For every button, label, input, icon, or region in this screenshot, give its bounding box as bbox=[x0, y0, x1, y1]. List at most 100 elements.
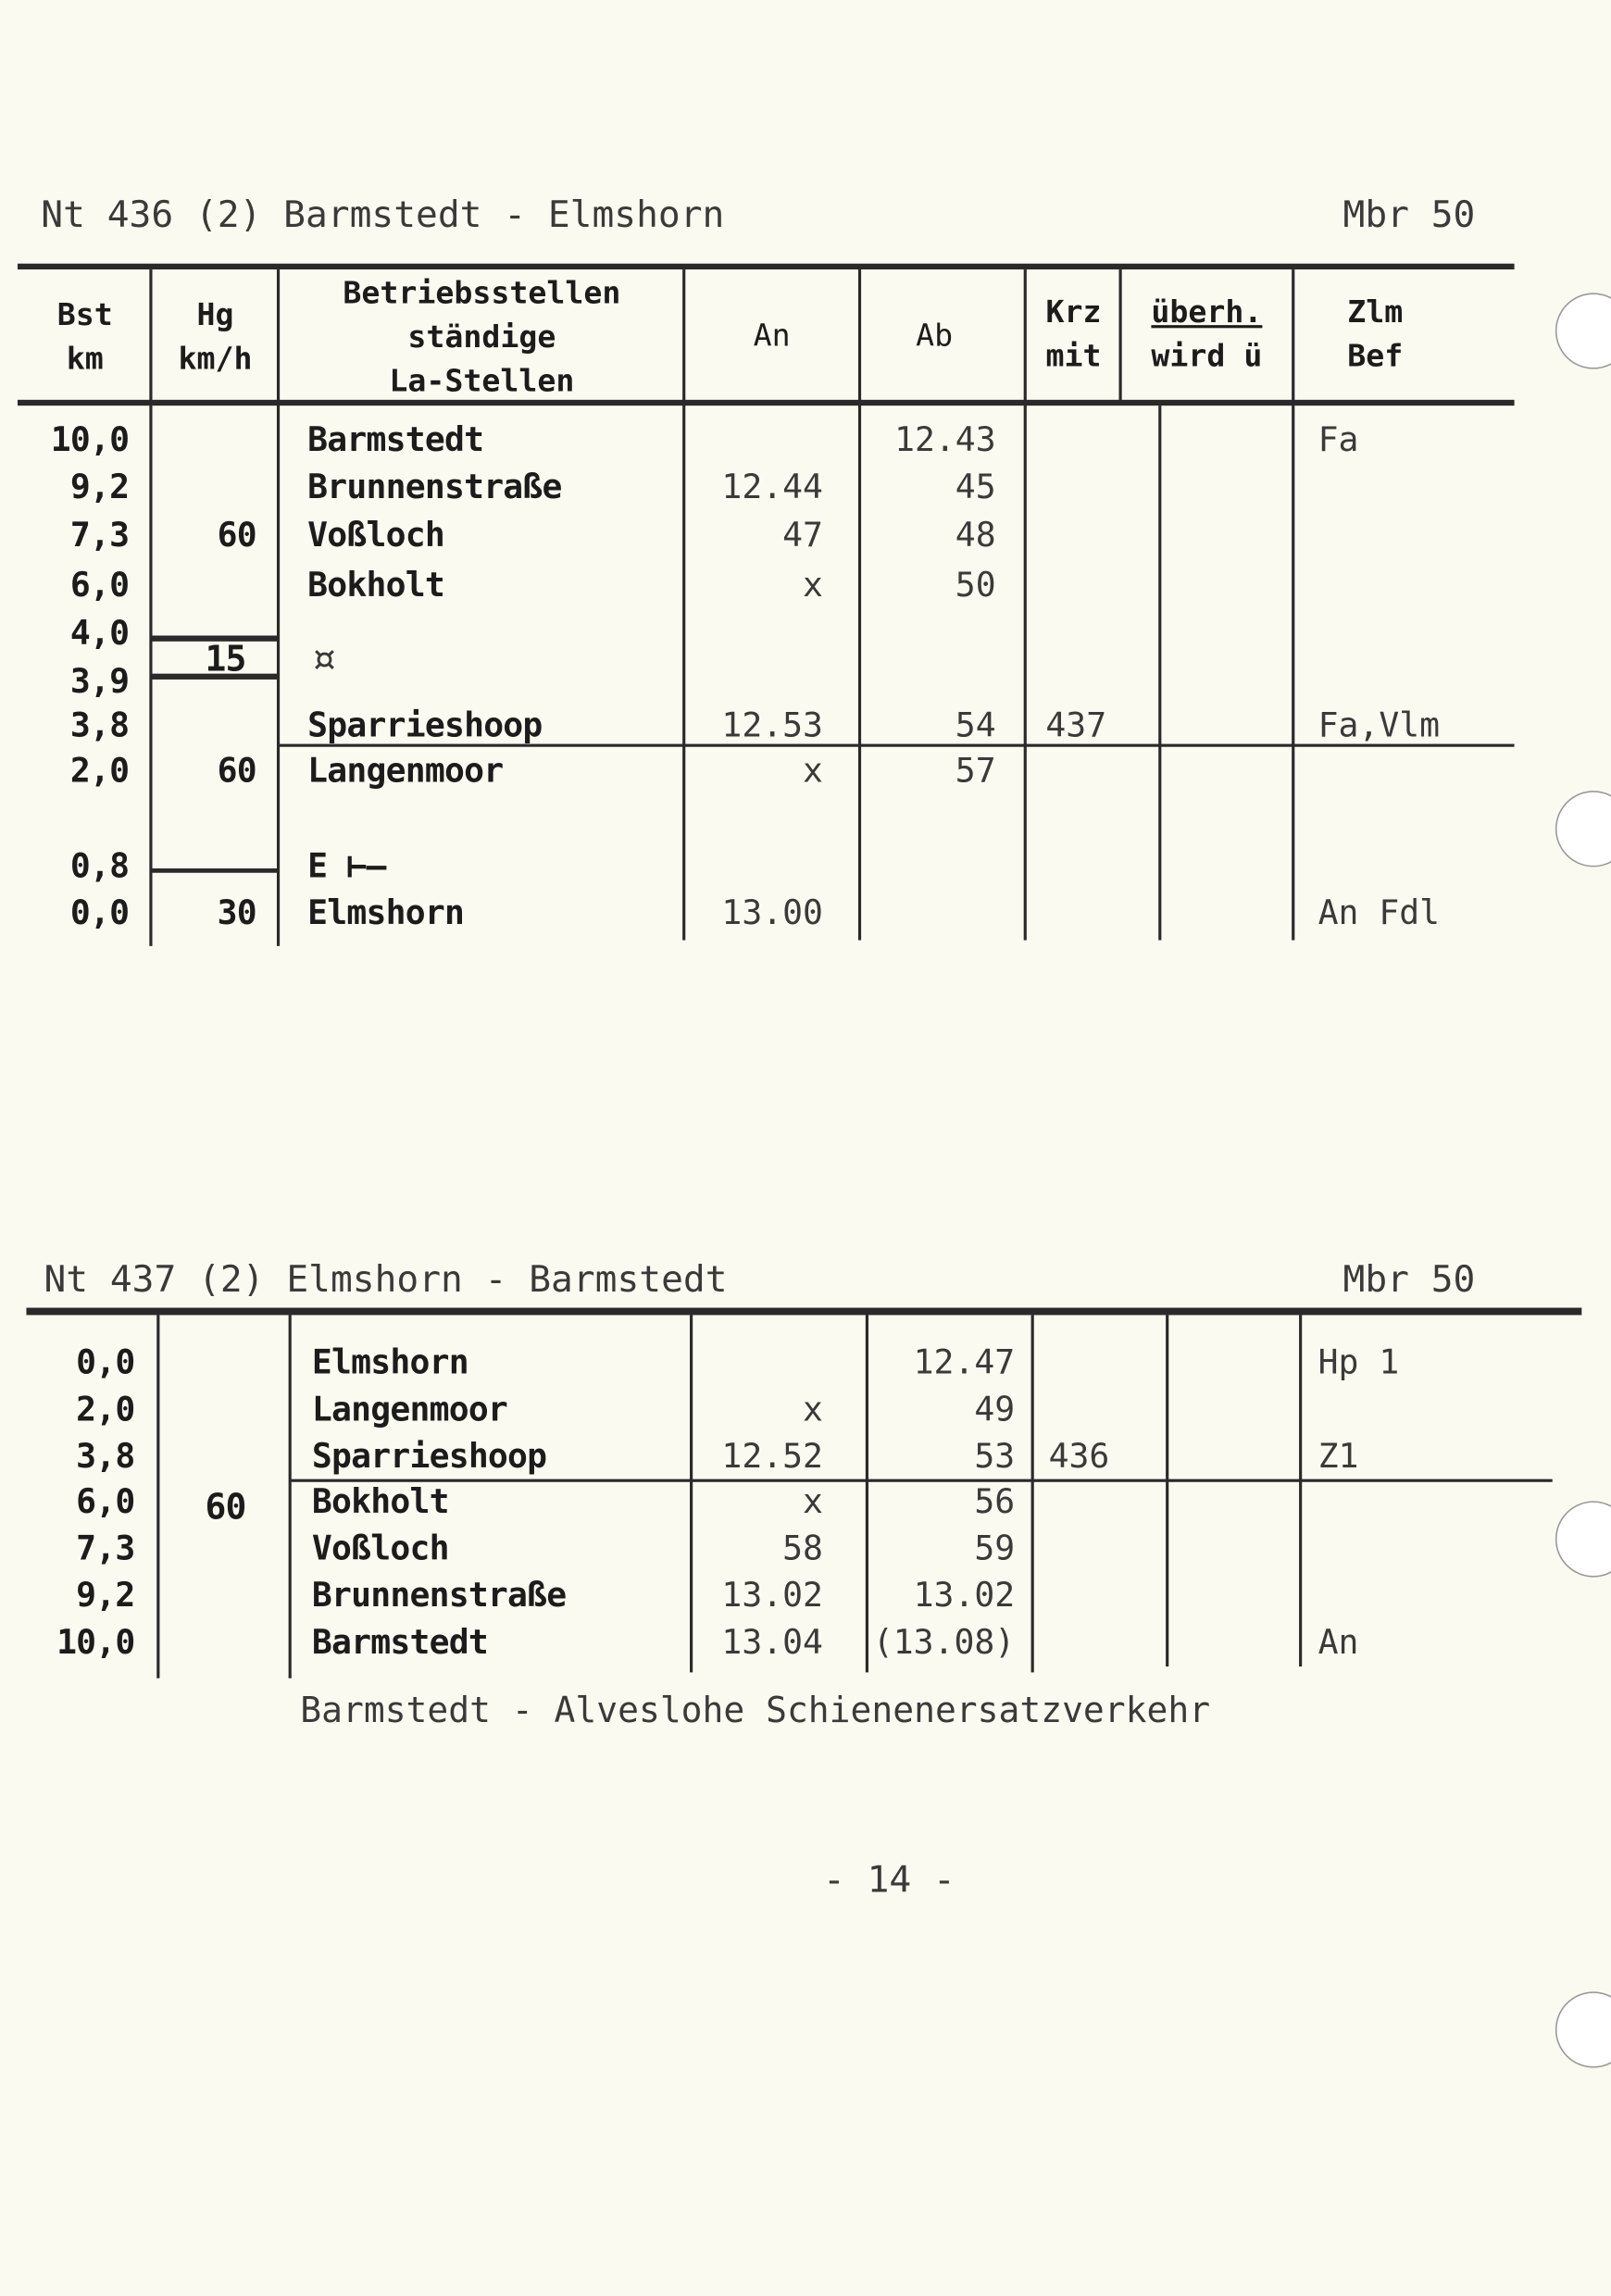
row-departure: 59 bbox=[974, 1529, 1016, 1569]
header-stations-line2: ständige bbox=[407, 318, 556, 355]
header-speed-line2: km/h bbox=[178, 341, 253, 377]
row-arrival: 13.00 bbox=[721, 894, 823, 933]
rule bbox=[150, 673, 279, 680]
rule bbox=[290, 1479, 1553, 1482]
header-stations-line3: La-Stellen bbox=[389, 363, 575, 399]
header-crossing-line2: mit bbox=[1045, 338, 1102, 374]
row-departure: 12.43 bbox=[894, 421, 996, 460]
rule bbox=[690, 1315, 693, 1673]
header-speed: Hg km/h bbox=[153, 293, 279, 381]
row-km: 3,8 bbox=[69, 707, 130, 746]
rule bbox=[150, 868, 279, 873]
row-departure: 13.02 bbox=[913, 1577, 1016, 1616]
page-number: - 14 - bbox=[822, 1858, 955, 1902]
rule bbox=[1166, 1315, 1169, 1667]
row-km: 9,2 bbox=[69, 468, 130, 507]
rule bbox=[1158, 406, 1162, 941]
row-km: 0,0 bbox=[76, 1344, 135, 1383]
row-station: Bokholt bbox=[307, 567, 445, 605]
row-station: Sparrieshoop bbox=[311, 1438, 547, 1477]
rule bbox=[1030, 1315, 1034, 1673]
binder-hole bbox=[1555, 791, 1611, 867]
slow-zone-speed: 15 bbox=[205, 638, 246, 680]
row-station: Barmstedt bbox=[311, 1624, 489, 1663]
row-station: Elmshorn bbox=[307, 894, 465, 933]
row-km: 4,0 bbox=[69, 615, 130, 654]
row-arrival: x bbox=[803, 1391, 823, 1429]
row-km: 6,0 bbox=[76, 1483, 135, 1522]
row-station: Brunnenstraße bbox=[311, 1577, 567, 1616]
rule bbox=[17, 263, 1515, 270]
footnote: Barmstedt - Alveslohe Schienenersatzverk… bbox=[300, 1690, 1211, 1731]
row-station: Brunnenstraße bbox=[307, 468, 562, 507]
binder-hole bbox=[1555, 293, 1611, 369]
row-km: 3,8 bbox=[76, 1438, 135, 1477]
row-crossing: 436 bbox=[1048, 1438, 1110, 1477]
row-station: E ⊢— bbox=[307, 847, 386, 886]
rule bbox=[288, 1315, 292, 1678]
row-arrival: 47 bbox=[782, 517, 823, 555]
row-arrival: 12.52 bbox=[721, 1438, 823, 1477]
row-notes: Fa bbox=[1318, 421, 1359, 460]
row-station: Bokholt bbox=[311, 1483, 450, 1522]
row-km: 0,8 bbox=[69, 847, 130, 886]
row-km: 0,0 bbox=[69, 894, 130, 933]
row-station: Langenmoor bbox=[307, 753, 504, 792]
row-arrival: 12.44 bbox=[721, 468, 823, 507]
row-arrival: 58 bbox=[782, 1529, 823, 1569]
rule bbox=[278, 743, 1515, 747]
row-crossing: 437 bbox=[1045, 707, 1107, 746]
header-crossing: Krz mit bbox=[1027, 290, 1120, 378]
rule bbox=[17, 399, 1515, 406]
rule bbox=[26, 1307, 1582, 1316]
slow-zone-symbol-icon: ¤ bbox=[310, 633, 337, 686]
rule bbox=[150, 635, 279, 642]
rule bbox=[149, 269, 153, 946]
row-departure: 53 bbox=[974, 1438, 1016, 1477]
row-departure: 45 bbox=[955, 468, 996, 507]
table1-brake: Mbr 50 bbox=[1342, 193, 1476, 236]
row-arrival: x bbox=[803, 753, 823, 792]
row-departure: 54 bbox=[955, 707, 996, 746]
row-departure: 56 bbox=[974, 1483, 1016, 1522]
row-arrival: 13.02 bbox=[721, 1577, 823, 1616]
row-speed: 60 bbox=[217, 753, 257, 792]
rule bbox=[1023, 269, 1027, 941]
row-arrival: 13.04 bbox=[721, 1624, 823, 1663]
row-speed: 60 bbox=[217, 517, 257, 555]
row-arrival: x bbox=[803, 1483, 823, 1522]
header-stations-line1: Betriebsstellen bbox=[343, 275, 621, 311]
row-departure: 48 bbox=[955, 517, 996, 555]
header-speed-line1: Hg bbox=[196, 297, 234, 333]
row-station: Barmstedt bbox=[307, 421, 484, 460]
rule bbox=[1118, 269, 1122, 402]
row-km: 3,9 bbox=[69, 663, 130, 702]
row-station: Voßloch bbox=[307, 517, 445, 555]
binder-hole bbox=[1555, 1991, 1611, 2068]
row-arrival: x bbox=[803, 567, 823, 605]
row-station: Voßloch bbox=[311, 1529, 450, 1569]
row-station: Elmshorn bbox=[311, 1344, 469, 1383]
row-km: 6,0 bbox=[69, 567, 130, 605]
header-notes: Zlm Bef bbox=[1294, 290, 1455, 378]
table2-brake: Mbr 50 bbox=[1342, 1257, 1476, 1301]
table1-title: Nt 436 (2) Barmstedt - Elmshorn bbox=[41, 193, 725, 236]
binder-hole bbox=[1555, 1501, 1611, 1578]
header-departure: Ab bbox=[916, 318, 954, 354]
row-departure: 49 bbox=[974, 1391, 1016, 1429]
row-station: Langenmoor bbox=[311, 1391, 508, 1429]
header-km: Bst km bbox=[20, 293, 149, 381]
row-notes: Fa,Vlm bbox=[1318, 707, 1441, 746]
row-departure: 50 bbox=[955, 567, 996, 605]
table2-title: Nt 437 (2) Elmshorn - Barmstedt bbox=[44, 1257, 728, 1301]
header-km-line1: Bst bbox=[56, 297, 113, 333]
row-km: 10,0 bbox=[50, 421, 130, 460]
rule bbox=[156, 1315, 160, 1678]
row-km: 7,3 bbox=[69, 517, 130, 555]
rule bbox=[1299, 1315, 1303, 1667]
row-station: Sparrieshoop bbox=[307, 707, 543, 746]
header-notes-line2: Bef bbox=[1347, 338, 1404, 374]
rule bbox=[276, 269, 281, 946]
row-km: 10,0 bbox=[56, 1624, 135, 1663]
